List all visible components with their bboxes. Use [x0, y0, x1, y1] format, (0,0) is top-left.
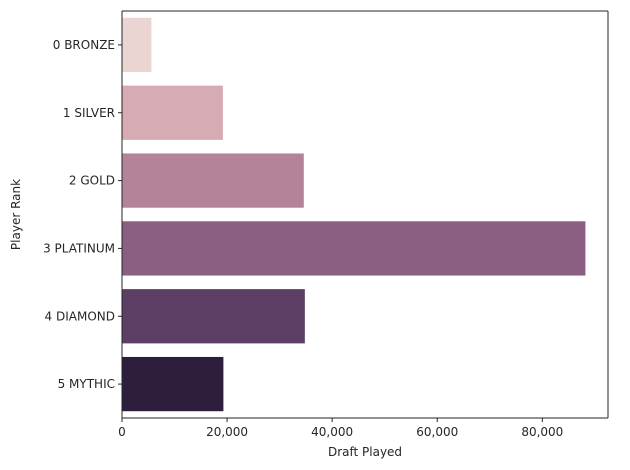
y-tick-label: 3 PLATINUM	[43, 241, 115, 255]
bar-1-silver	[122, 85, 223, 140]
bar-2-gold	[122, 153, 304, 208]
bar-0-bronze	[122, 17, 152, 73]
y-tick-label: 4 DIAMOND	[45, 309, 115, 323]
x-tick-label: 0	[118, 425, 126, 439]
x-tick-label: 40,000	[311, 425, 353, 439]
y-tick-label: 0 BRONZE	[53, 38, 115, 52]
x-tick-label: 20,000	[206, 425, 248, 439]
x-axis-ticks: 0 20,000 40,000 60,000 80,000	[118, 418, 563, 439]
y-axis-label: Player Rank	[9, 179, 23, 250]
x-tick-label: 80,000	[521, 425, 563, 439]
bar-3-platinum	[122, 221, 586, 276]
bar-4-diamond	[122, 289, 305, 344]
bar-5-mythic	[122, 356, 224, 412]
y-tick-label: 2 GOLD	[69, 174, 115, 188]
y-axis-ticks: 0 BRONZE 1 SILVER 2 GOLD 3 PLATINUM 4 DIAMON…	[43, 38, 122, 391]
bars-group	[122, 17, 586, 412]
y-tick-label: 5 MYTHIC	[58, 377, 115, 391]
x-tick-label: 60,000	[416, 425, 458, 439]
y-tick-label: 1 SILVER	[63, 106, 115, 120]
x-axis-label: Draft Played	[328, 445, 402, 459]
